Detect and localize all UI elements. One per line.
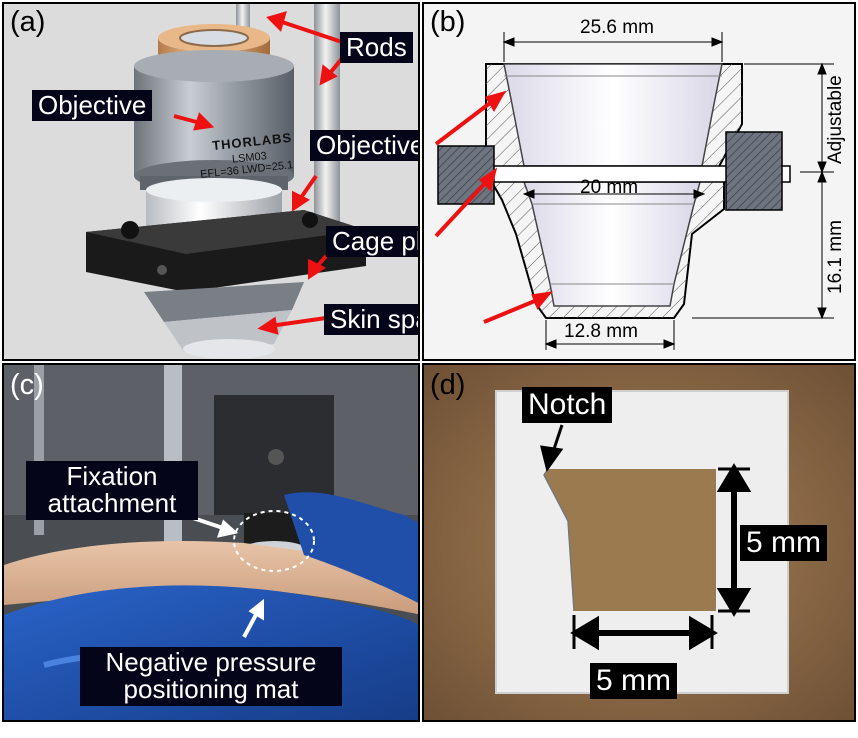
panel-label-c: (c) xyxy=(10,369,44,401)
callout-rods: Rods xyxy=(340,32,413,64)
callout-cage-plate: Cage plate xyxy=(326,226,418,258)
highlight-circle xyxy=(233,510,315,572)
dim-adjustable: Adjustable xyxy=(825,75,846,164)
callout-skin-spacer: Skin spacer xyxy=(324,304,418,336)
panel-label-a: (a) xyxy=(10,6,46,38)
panel-a-objective-render: (a) THORLABS LSM03 EFL=36 LWD=25.1 Rods … xyxy=(2,2,420,361)
upper-bore xyxy=(503,63,723,167)
panel-b-cross-section: (b) 25.6 mm 20 mm 12.8 mm Adjustable 16.… xyxy=(422,2,856,361)
left-nut xyxy=(437,145,495,205)
callout-negative-pressure-mat: Negative pressure positioning mat xyxy=(80,647,342,706)
dim-top-width: 25.6 mm xyxy=(580,17,654,38)
panel-d-skin-spacer-photo: (d) Notch 5 mm 5 mm xyxy=(422,363,856,722)
callout-arrows-b xyxy=(434,90,553,324)
forearm xyxy=(4,541,418,615)
spacer-window xyxy=(544,469,716,611)
panel-label-d: (d) xyxy=(430,369,466,401)
dim-height: 16.1 mm xyxy=(825,220,846,294)
callout-width-5mm: 5 mm xyxy=(590,663,677,699)
objective-barrel xyxy=(134,66,294,176)
right-nut xyxy=(725,131,783,211)
lower-bore xyxy=(522,181,701,307)
dim-mid-width: 20 mm xyxy=(580,177,639,198)
spacer-cross-section-drawing xyxy=(434,32,834,350)
callout-arrows-a xyxy=(173,11,346,335)
panel-c-photo-setup: (c) Fixation attachment Negative pressur… xyxy=(2,363,420,722)
dim-bottom-width: 12.8 mm xyxy=(564,321,638,342)
panel-label-b: (b) xyxy=(430,6,466,38)
callout-fixation-attachment: Fixation attachment xyxy=(26,461,198,520)
callout-height-5mm: 5 mm xyxy=(740,525,827,561)
callout-notch: Notch xyxy=(522,387,613,423)
measure-arrows-d xyxy=(540,424,752,651)
callout-objective: Objective xyxy=(32,90,153,122)
callout-objective-spacer: Objective spacer xyxy=(310,130,418,162)
dimension-lines xyxy=(502,32,834,350)
skin-spacer-part xyxy=(144,282,304,322)
objective-assembly-illustration xyxy=(86,4,366,359)
